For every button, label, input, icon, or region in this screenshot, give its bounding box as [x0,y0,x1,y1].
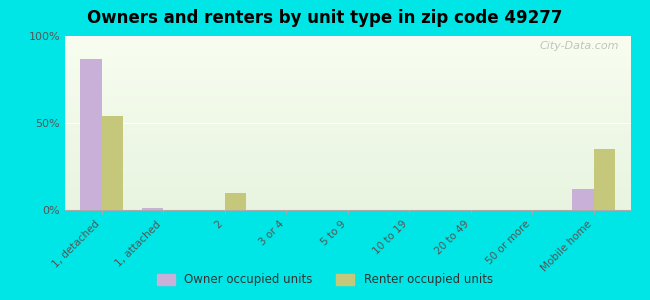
Bar [142,208,163,210]
Text: Owners and renters by unit type in zip code 49277: Owners and renters by unit type in zip c… [87,9,563,27]
Legend: Owner occupied units, Renter occupied units: Owner occupied units, Renter occupied un… [153,269,497,291]
Bar [102,116,124,210]
Bar [81,58,102,210]
Text: City-Data.com: City-Data.com [540,41,619,51]
Bar [593,149,615,210]
Bar [225,193,246,210]
Bar [572,189,593,210]
